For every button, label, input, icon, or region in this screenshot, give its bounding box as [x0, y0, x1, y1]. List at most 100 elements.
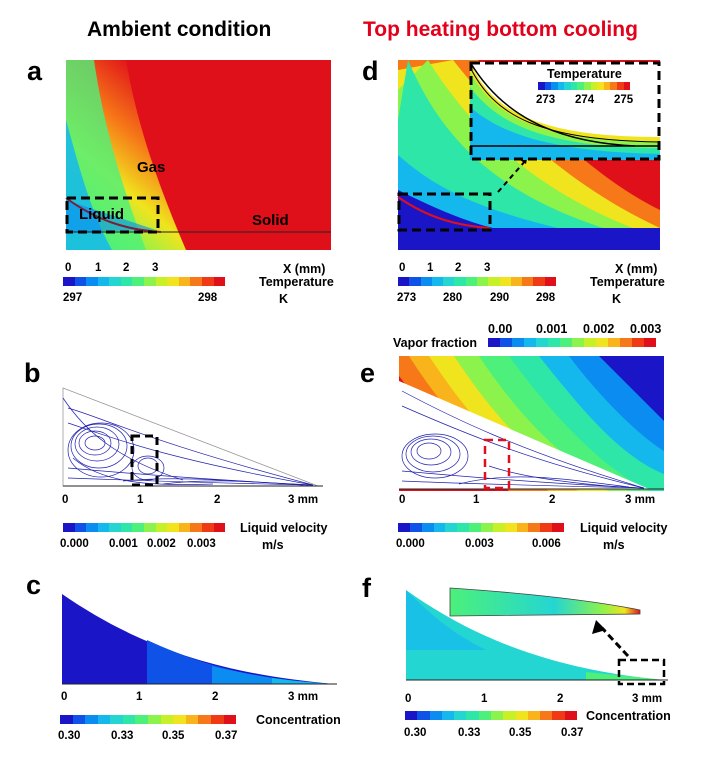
colorbar-swatch	[167, 523, 179, 532]
a-cbar-unit: K	[279, 292, 289, 306]
panel-label-a: a	[27, 56, 43, 86]
colorbar-swatch	[466, 711, 479, 720]
d-cbar-tick-290: 290	[490, 292, 510, 304]
d-inset-tick-274: 274	[575, 94, 595, 106]
f-x-tick-1: 1	[481, 693, 488, 705]
colorbar-swatch	[120, 277, 133, 286]
panel-label-d: d	[362, 56, 379, 86]
d-cbar-tick-273: 273	[397, 292, 417, 304]
colorbar-swatch	[132, 277, 145, 286]
d-cbar-tick-298: 298	[536, 292, 556, 304]
d-inset-colorbar	[538, 82, 631, 90]
colorbar-swatch	[488, 277, 500, 286]
colorbar-swatch	[454, 277, 466, 286]
panel-label-b: b	[24, 358, 41, 388]
colorbar-swatch	[445, 523, 458, 532]
e-cbar-unit: m/s	[603, 538, 625, 552]
colorbar-swatch	[488, 338, 500, 347]
b-x-tick-0: 0	[62, 494, 69, 506]
colorbar-swatch	[429, 711, 442, 720]
colorbar-swatch	[398, 523, 410, 532]
colorbar-swatch	[577, 82, 585, 90]
a-cbar-tick-298: 298	[198, 292, 218, 304]
f-cbar-tick-3: 0.37	[561, 727, 584, 739]
e-cbar-tick-1: 0.003	[465, 538, 494, 550]
colorbar-swatch	[433, 523, 446, 532]
panel-label-c: c	[26, 570, 42, 600]
d-cbar-tick-280: 280	[443, 292, 463, 304]
b-cbar-title: Liquid velocity	[240, 521, 328, 535]
colorbar-swatch	[173, 715, 186, 724]
colorbar-swatch	[544, 277, 556, 286]
b-velocity-colorbar	[63, 523, 226, 532]
colorbar-swatch	[536, 338, 548, 347]
header-top-heating-bottom-cooling: Top heating bottom cooling	[363, 18, 638, 41]
colorbar-swatch	[584, 338, 596, 347]
colorbar-swatch	[454, 711, 467, 720]
colorbar-swatch	[478, 711, 491, 720]
colorbar-swatch	[457, 523, 470, 532]
colorbar-swatch	[109, 523, 121, 532]
colorbar-swatch	[97, 523, 110, 532]
e-vapor-title: Vapor fraction	[393, 336, 478, 350]
colorbar-swatch	[644, 338, 656, 347]
colorbar-swatch	[524, 338, 536, 347]
colorbar-swatch	[608, 338, 620, 347]
label-liquid: Liquid	[79, 206, 124, 223]
c-cbar-tick-1: 0.33	[111, 730, 134, 742]
d-x-tick-2: 2	[455, 262, 462, 274]
colorbar-swatch	[213, 523, 226, 532]
c-x-end: 3 mm	[288, 691, 319, 703]
colorbar-swatch	[398, 277, 410, 286]
colorbar-swatch	[443, 277, 455, 286]
c-cbar-tick-0: 0.30	[58, 730, 81, 742]
colorbar-swatch	[86, 277, 98, 286]
colorbar-swatch	[522, 277, 534, 286]
colorbar-swatch	[564, 711, 577, 720]
colorbar-swatch	[564, 82, 571, 90]
colorbar-swatch	[63, 523, 75, 532]
e-x-tick-1: 1	[473, 494, 480, 506]
e-vapor-tick-3: 0.003	[630, 322, 662, 336]
panel-a-temperature-field	[65, 60, 331, 250]
b-x-tick-2: 2	[214, 494, 221, 506]
colorbar-swatch	[148, 715, 161, 724]
b-cbar-tick-3: 0.003	[187, 538, 216, 550]
c-concentration-colorbar	[60, 715, 237, 724]
colorbar-swatch	[516, 523, 529, 532]
colorbar-swatch	[144, 277, 156, 286]
f-cbar-tick-0: 0.30	[404, 727, 427, 739]
colorbar-swatch	[560, 338, 572, 347]
b-cbar-tick-2: 0.002	[147, 538, 176, 550]
colorbar-swatch	[178, 277, 191, 286]
colorbar-swatch	[527, 711, 541, 720]
e-x-tick-2: 2	[549, 494, 556, 506]
colorbar-swatch	[557, 82, 565, 90]
colorbar-swatch	[417, 711, 430, 720]
e-x-tick-0: 0	[399, 494, 406, 506]
colorbar-swatch	[510, 277, 523, 286]
colorbar-swatch	[492, 523, 505, 532]
d-inset-tick-273: 273	[536, 94, 556, 106]
colorbar-swatch	[178, 523, 191, 532]
e-x-end: 3 mm	[625, 494, 656, 506]
d-temperature-colorbar	[398, 277, 556, 286]
colorbar-swatch	[490, 711, 504, 720]
a-x-tick-0: 0	[65, 262, 72, 274]
colorbar-swatch	[544, 82, 552, 90]
e-cbar-tick-0: 0.000	[396, 538, 425, 550]
colorbar-swatch	[74, 277, 87, 286]
colorbar-swatch	[481, 523, 493, 532]
colorbar-swatch	[135, 715, 149, 724]
b-cbar-unit: m/s	[262, 538, 284, 552]
colorbar-swatch	[623, 82, 631, 90]
d-x-unit: X (mm)	[615, 262, 658, 276]
c-cbar-tick-2: 0.35	[162, 730, 185, 742]
colorbar-swatch	[155, 277, 168, 286]
colorbar-swatch	[97, 715, 111, 724]
colorbar-swatch	[552, 711, 565, 720]
f-concentration-colorbar	[405, 711, 577, 720]
b-cbar-tick-1: 0.001	[109, 538, 138, 550]
colorbar-swatch	[190, 523, 202, 532]
colorbar-swatch	[201, 277, 214, 286]
